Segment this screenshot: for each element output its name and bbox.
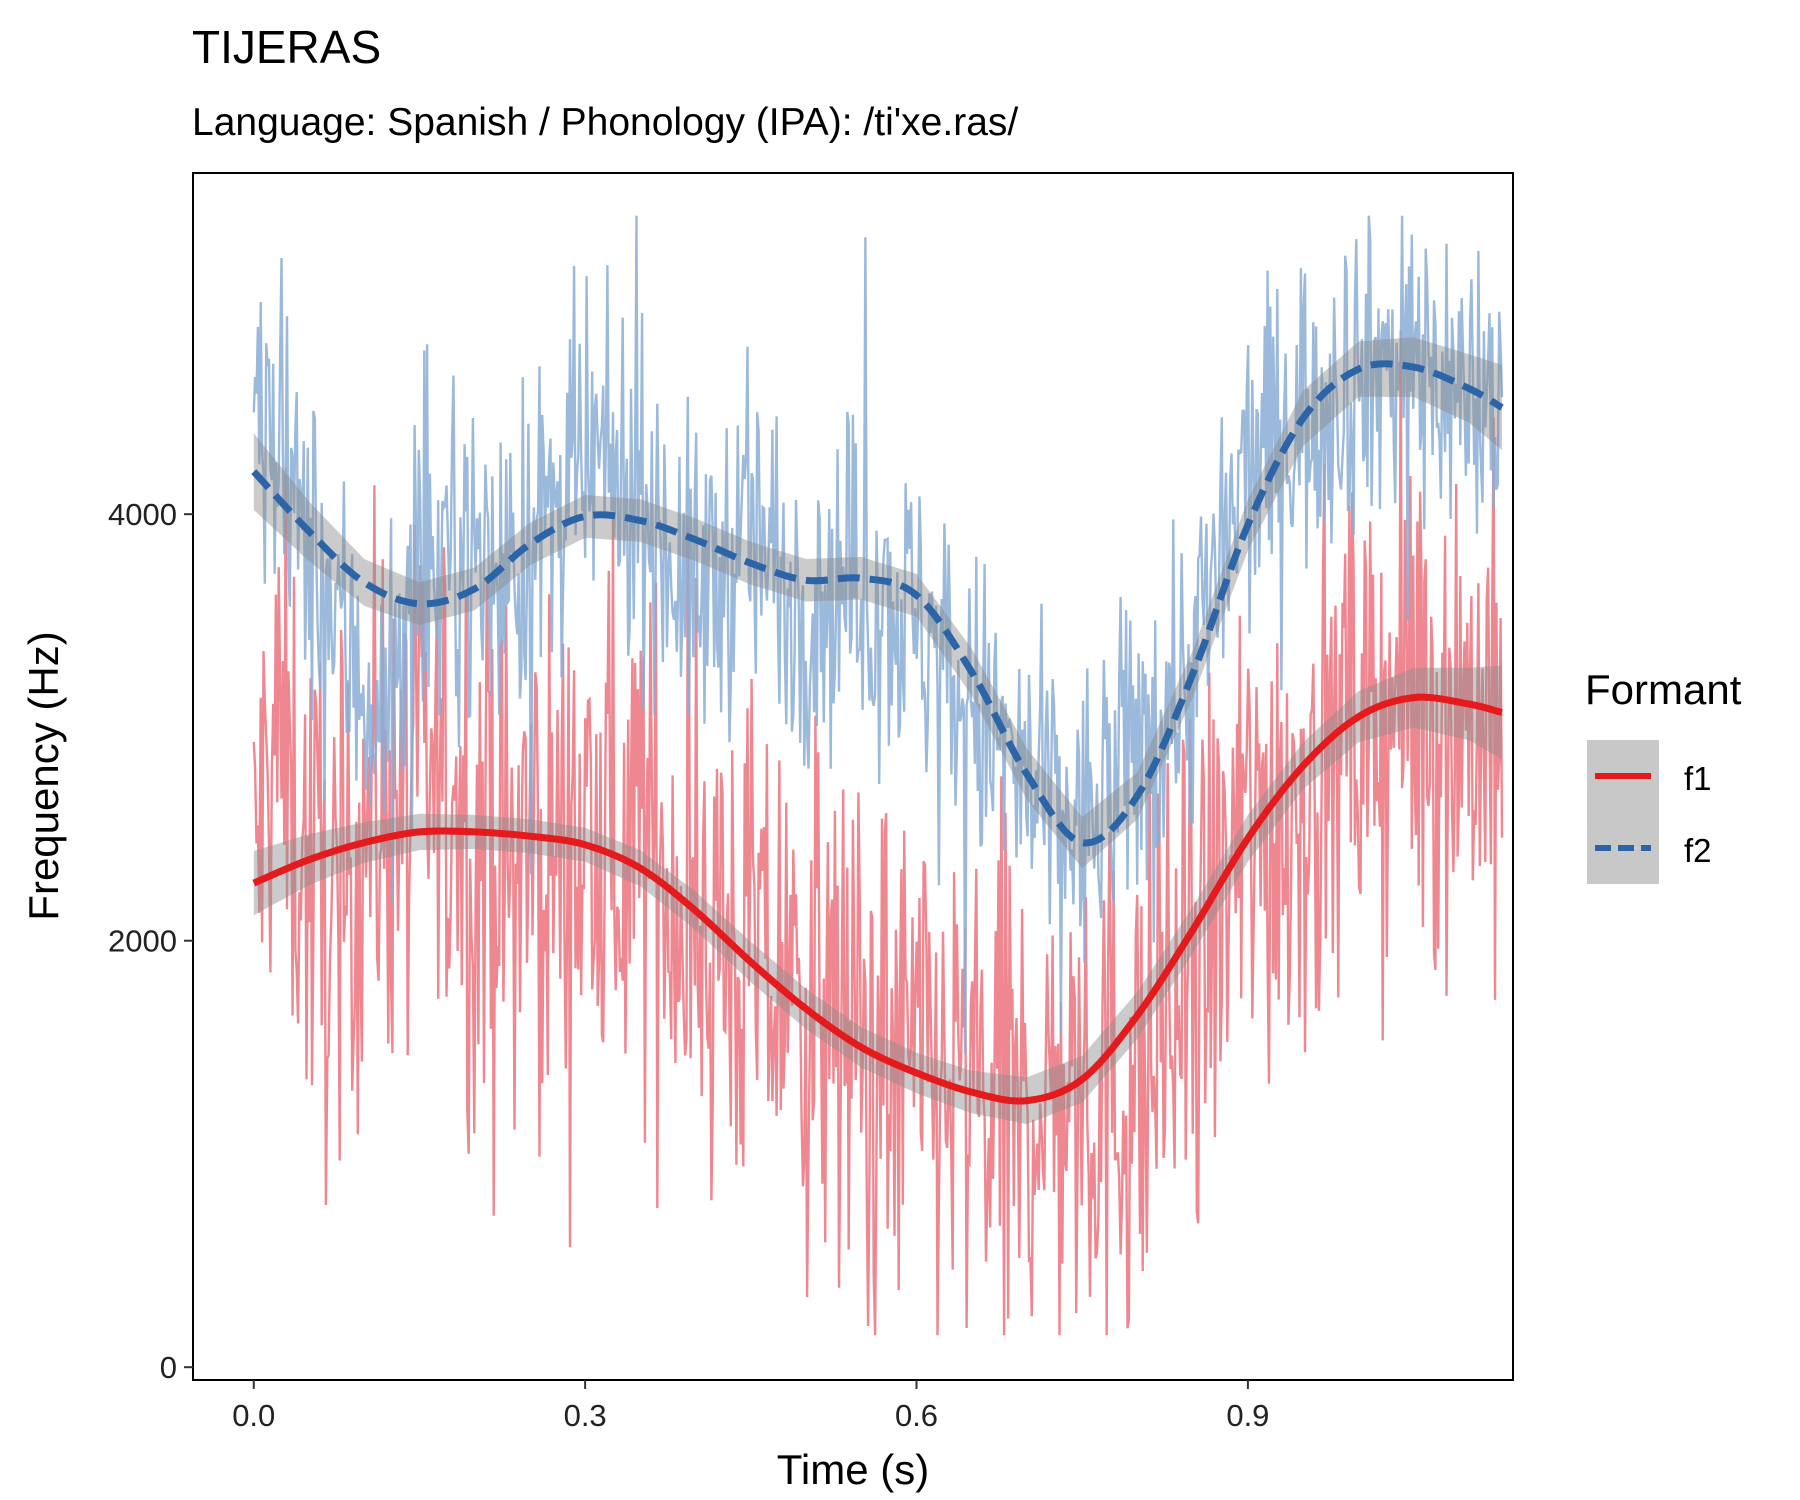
x-tick-label: 0.0 — [232, 1398, 275, 1433]
y-tick-label: 2000 — [108, 924, 177, 959]
x-tick-label: 0.9 — [1226, 1398, 1269, 1433]
x-tick-label: 0.3 — [564, 1398, 607, 1433]
data-layer — [251, 215, 1504, 1336]
legend-title: Formant — [1585, 666, 1742, 713]
legend: Formant f1 f2 — [1585, 666, 1742, 884]
x-axis: 0.0 0.3 0.6 0.9 — [232, 1380, 1269, 1433]
y-axis-label: Frequency (Hz) — [20, 631, 67, 920]
raw-track-f1 — [252, 330, 1504, 1336]
chart-title: TIJERAS — [192, 21, 381, 73]
raw-track-f2 — [252, 215, 1504, 1054]
x-axis-label: Time (s) — [777, 1446, 929, 1493]
chart-subtitle: Language: Spanish / Phonology (IPA): /ti… — [192, 101, 1018, 144]
y-tick-label: 0 — [160, 1350, 177, 1385]
x-tick-label: 0.6 — [895, 1398, 938, 1433]
confidence-band-f1 — [253, 665, 1502, 1125]
legend-label-f2: f2 — [1684, 832, 1712, 869]
plot-border — [192, 172, 1514, 1381]
smooth-line-f2 — [251, 360, 1504, 847]
y-axis: 0 2000 4000 — [108, 497, 193, 1385]
legend-label-f1: f1 — [1684, 760, 1712, 797]
confidence-band-f2 — [253, 337, 1502, 869]
y-tick-label: 4000 — [108, 497, 177, 532]
smooth-line-f1 — [252, 693, 1503, 1105]
